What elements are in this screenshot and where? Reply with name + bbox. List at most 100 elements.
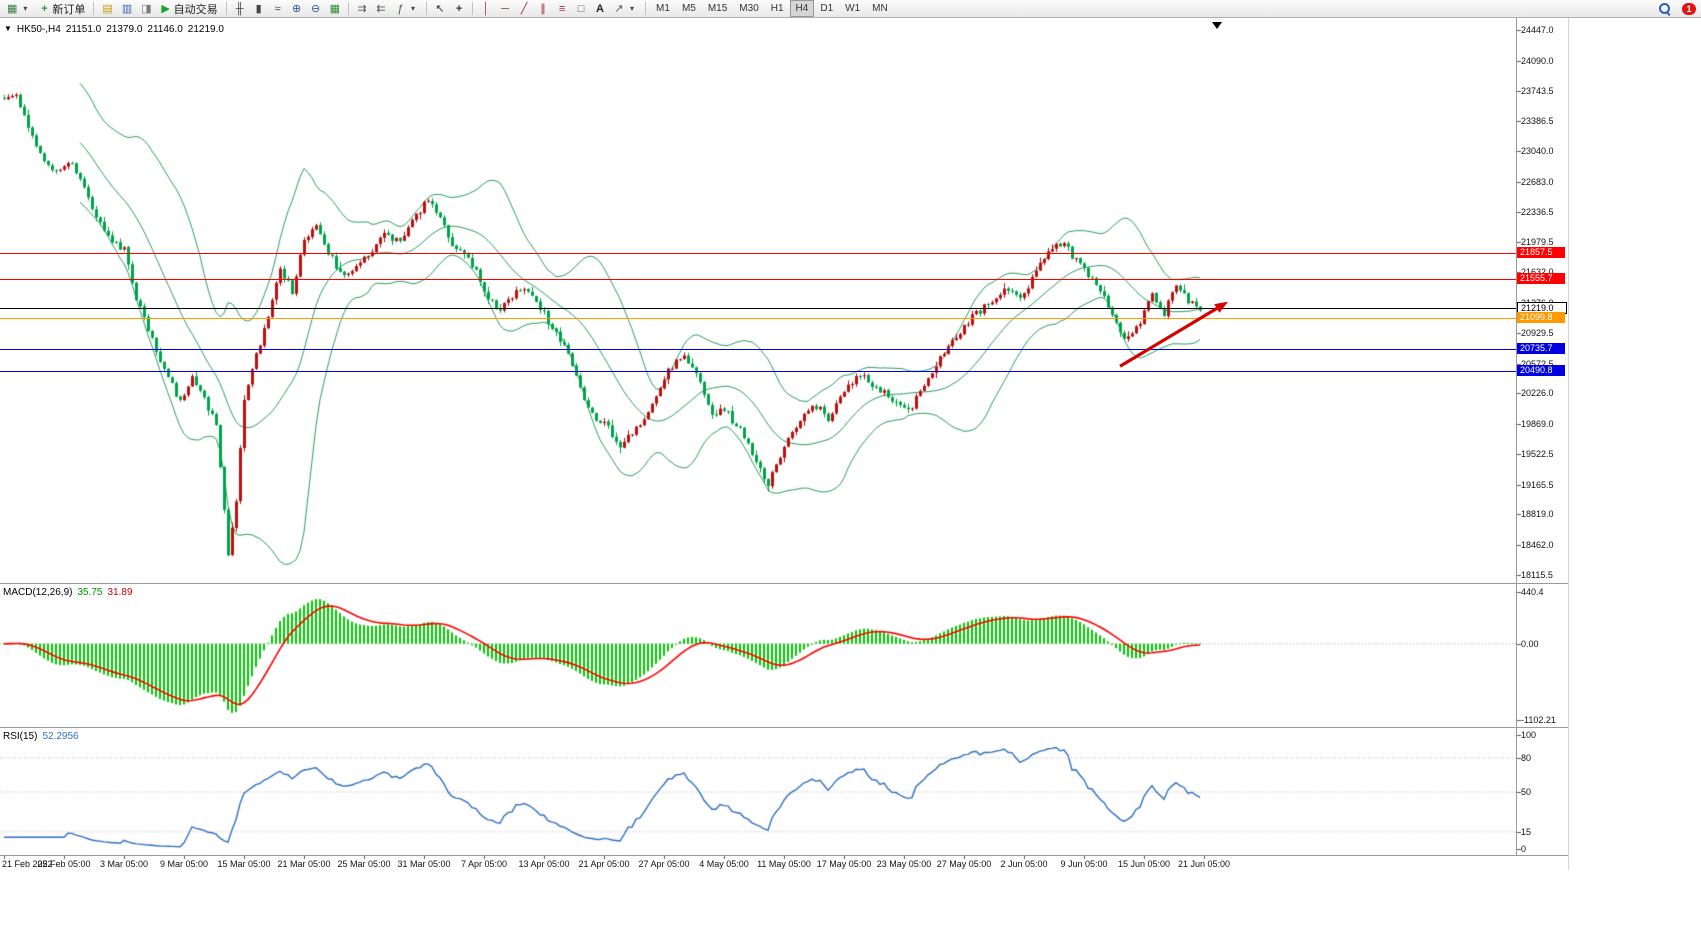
macd-title-text: MACD(12,26,9) <box>3 587 73 598</box>
macd-scale-label: -1102.21 <box>1521 715 1556 725</box>
shapes-icon: □ <box>577 2 585 15</box>
crosshair-tool-button[interactable]: + <box>450 0 468 18</box>
price-scale-label: 23386.5 <box>1521 116 1554 127</box>
horizontal-line-tool-button[interactable]: ─ <box>496 0 514 18</box>
timeframe-button-h4[interactable]: H4 <box>789 0 815 17</box>
line-chart-button[interactable]: ≈ <box>269 0 287 18</box>
hline-resistance-2[interactable] <box>0 279 1516 280</box>
rsi-scale-label: 100 <box>1521 730 1537 740</box>
chart-shift-button[interactable]: ⇇ <box>372 0 390 18</box>
hline-support-blue-2[interactable] <box>0 371 1516 372</box>
price-scale-label: 18462.0 <box>1521 540 1554 551</box>
price-scale-label: 24447.0 <box>1521 25 1554 35</box>
search-icon[interactable] <box>1658 2 1671 16</box>
rsi-title-text: RSI(15) <box>3 731 38 742</box>
time-scale-label: 25 Feb 05:00 <box>37 859 91 869</box>
arrow-tool-icon: ↗ <box>614 2 624 15</box>
timeframe-button-mn[interactable]: MN <box>872 3 888 14</box>
shapes-tool-button[interactable]: □ <box>572 0 590 18</box>
panel-divider-time-axis <box>0 855 1568 856</box>
ohlc-high: 21379.0 <box>106 24 143 35</box>
toolbar-separator <box>426 2 428 15</box>
data-window-icon: ▥ <box>121 2 133 15</box>
timeframe-button-m30[interactable]: M30 <box>739 3 759 14</box>
candlestick-icon: ▮ <box>255 2 262 15</box>
trendline-tool-button[interactable]: ╱ <box>515 0 533 18</box>
price-scale-label: 20226.0 <box>1521 388 1554 399</box>
time-scale-label: 2 Jun 05:00 <box>1000 859 1048 869</box>
channel-tool-button[interactable]: ∥ <box>534 0 552 18</box>
hline-current-price[interactable] <box>0 308 1516 309</box>
time-scale-label: 21 Feb 2022 <box>2 859 53 869</box>
timeframe-button-h1[interactable]: H1 <box>770 3 784 14</box>
autotrade-play-icon: ▶ <box>161 2 170 15</box>
chart-shift-marker[interactable] <box>1212 22 1222 29</box>
price-tag-20490.8: 20490.8 <box>1517 365 1565 376</box>
price-scale-label: 22683.0 <box>1521 176 1554 187</box>
indicators-icon: ƒ <box>396 2 404 15</box>
autotrade-button[interactable]: ▶ 自动交易 <box>157 0 222 18</box>
vertical-line-tool-button[interactable]: │ <box>477 0 495 18</box>
price-scale-label: 21632.0 <box>1521 267 1554 277</box>
timeframe-button-d1[interactable]: D1 <box>820 3 834 14</box>
macd-scale-label: 0.00 <box>1521 638 1539 649</box>
time-scale-label: 9 Jun 05:00 <box>1060 859 1108 869</box>
timeframe-button-m5[interactable]: M5 <box>681 3 696 14</box>
text-tool-button[interactable]: A <box>591 0 609 18</box>
time-scale-label: 7 Apr 05:00 <box>460 859 508 869</box>
tile-windows-button[interactable]: ▦ <box>326 0 344 18</box>
toolbar-separator <box>348 2 350 15</box>
time-scale-label: 21 Jun 05:00 <box>1177 859 1231 869</box>
price-scale-label: 22336.5 <box>1521 206 1554 217</box>
cursor-tool-button[interactable]: ↖ <box>431 0 449 18</box>
new-chart-button[interactable]: ▦ ▾ <box>3 0 34 18</box>
chevron-down-icon: ▾ <box>23 3 28 13</box>
zoom-out-button[interactable]: ⊖ <box>307 0 325 18</box>
hline-support-orange[interactable] <box>0 318 1516 319</box>
symbol-dropdown-icon[interactable]: ▼ <box>4 24 12 33</box>
arrows-tool-button[interactable]: ↗ ▾ <box>610 0 641 18</box>
timeframe-button-m15[interactable]: M15 <box>707 3 728 14</box>
bar-chart-button[interactable]: ╫ <box>231 0 249 18</box>
notification-badge[interactable]: 1 <box>1682 2 1696 15</box>
navigator-button[interactable]: ◨ <box>137 0 155 18</box>
rsi-scale-label: 80 <box>1521 752 1532 763</box>
toolbar-separator <box>645 2 647 15</box>
toolbar-separator <box>93 2 95 15</box>
rsi-value: 52.2956 <box>42 731 79 742</box>
time-scale-label: 21 Mar 05:00 <box>277 859 331 869</box>
market-watch-button[interactable]: ▤ <box>98 0 116 18</box>
timeframe-toolbar: M1 M5 M15 M30 H1 H4 D1 W1 MN <box>650 0 894 17</box>
zoom-in-button[interactable]: ⊕ <box>288 0 306 18</box>
panel-divider-main-macd[interactable] <box>0 583 1568 584</box>
indicators-button[interactable]: ƒ ▾ <box>391 0 422 18</box>
time-scale-label: 15 Mar 05:00 <box>217 859 271 869</box>
time-scale-label: 3 Mar 05:00 <box>99 859 149 869</box>
data-window-button[interactable]: ▥ <box>118 0 136 18</box>
vertical-line-icon: │ <box>482 2 490 15</box>
auto-scroll-button[interactable]: ⇉ <box>353 0 371 18</box>
price-scale-border <box>1516 18 1517 856</box>
time-scale-label: 11 May 05:00 <box>757 859 811 869</box>
ohlc-low: 21146.0 <box>147 24 183 35</box>
time-scale-label: 15 Jun 05:00 <box>1117 859 1171 869</box>
hline-resistance-1[interactable] <box>0 253 1516 254</box>
new-order-button[interactable]: + 新订单 <box>35 0 89 18</box>
timeframe-button-w1[interactable]: W1 <box>845 3 861 14</box>
panel-divider-macd-rsi[interactable] <box>0 727 1568 728</box>
rsi-scale-label: 15 <box>1521 826 1532 837</box>
candlestick-chart-button[interactable]: ▮ <box>250 0 268 18</box>
hline-support-blue-1[interactable] <box>0 349 1516 350</box>
chevron-down-icon: ▾ <box>411 3 416 13</box>
ohlc-open: 21151.0 <box>65 24 102 35</box>
market-watch-icon: ▤ <box>102 2 113 15</box>
crosshair-icon: + <box>455 2 463 15</box>
fibonacci-tool-button[interactable]: ≡ <box>553 0 571 18</box>
new-order-label: 新订单 <box>52 3 86 16</box>
zoom-in-icon: ⊕ <box>292 2 302 15</box>
timeframe-button-m1[interactable]: M1 <box>656 3 670 14</box>
text-icon: A <box>596 2 604 15</box>
price-scale-label: 18115.5 <box>1521 570 1553 580</box>
